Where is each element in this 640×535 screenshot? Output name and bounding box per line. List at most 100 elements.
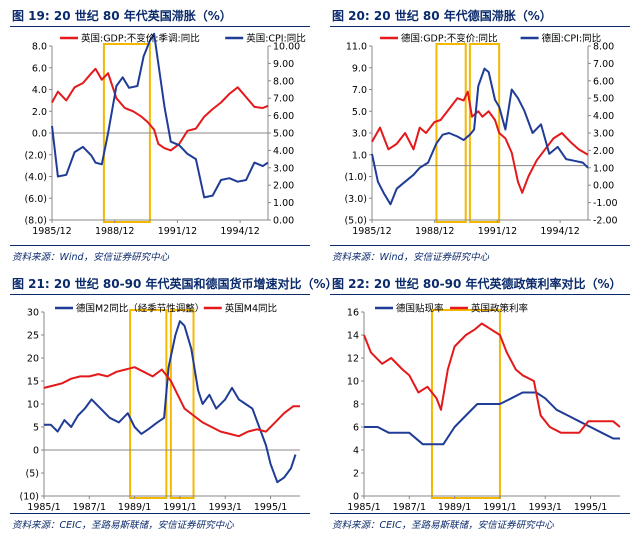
y-tick-label: 15 bbox=[27, 377, 39, 388]
x-tick-label: 1991/1 bbox=[163, 502, 196, 513]
x-tick-label: 1993/1 bbox=[209, 502, 242, 513]
series-line-red bbox=[51, 67, 269, 152]
y-tick-label: (6.0) bbox=[24, 194, 47, 205]
y-tick-label: 6.0 bbox=[32, 63, 47, 74]
y-tick-label: (2.0) bbox=[24, 150, 47, 161]
y-tick-label: 1.0 bbox=[352, 150, 367, 161]
chart-title: 图 19: 20 世纪 80 年代英国滞胀（%） bbox=[12, 9, 232, 23]
title-divider bbox=[330, 294, 630, 295]
y-tick-label-right: 6.00 bbox=[273, 111, 294, 122]
title-divider bbox=[10, 26, 310, 27]
legend-label: 德国:CPI:同比 bbox=[542, 33, 602, 45]
y-tick-label: 14 bbox=[347, 331, 359, 342]
chart-source: 资料来源：Wind，安信证券研究中心 bbox=[12, 252, 170, 263]
y-tick-label: 12 bbox=[347, 354, 359, 365]
y-tick-label-right: -2.00 bbox=[593, 216, 618, 227]
y-tick-label-right: 0.00 bbox=[273, 216, 294, 227]
x-tick-label: 1985/1 bbox=[27, 502, 60, 513]
highlight-box bbox=[169, 309, 195, 499]
y-tick-label: 4.0 bbox=[32, 85, 47, 96]
y-tick-label: (8.0) bbox=[24, 216, 47, 227]
x-tick-label: 1991/12 bbox=[158, 226, 197, 237]
y-tick-label: 10 bbox=[347, 377, 359, 388]
y-tick-label: 2.0 bbox=[32, 107, 47, 118]
x-tick-label: 1985/12 bbox=[32, 226, 71, 237]
source-divider bbox=[330, 245, 630, 246]
y-tick-label-right: 0.00 bbox=[593, 181, 614, 192]
x-tick-label: 1988/12 bbox=[415, 226, 454, 237]
highlight-box bbox=[435, 43, 467, 223]
y-tick-label: 3.0 bbox=[352, 129, 367, 140]
y-tick-label: (3.0) bbox=[344, 194, 367, 205]
series-line-blue bbox=[364, 391, 620, 446]
y-tick-label: 10 bbox=[27, 400, 39, 411]
x-tick-label: 1985/12 bbox=[352, 226, 391, 237]
y-tick-label: 25 bbox=[27, 331, 39, 342]
title-divider bbox=[330, 26, 630, 27]
y-tick-label: 20 bbox=[27, 354, 39, 365]
y-tick-label: 7.0 bbox=[352, 85, 367, 96]
legend-label: 英国M4同比 bbox=[225, 303, 277, 315]
chart-title: 图 21: 20 世纪 80-90 年代英国和德国货币增速对比（%） bbox=[12, 277, 338, 291]
chart-panel-21: 图 21: 20 世纪 80-90 年代英国和德国货币增速对比（%） (10) (… bbox=[0, 268, 338, 535]
title-divider bbox=[10, 294, 310, 295]
x-tick-label: 1991/12 bbox=[478, 226, 517, 237]
chart-plot: (8.0) (6.0) (4.0) (2.0) 0.0 2.0 4.0 6.0 8.0 0.00 1… bbox=[24, 32, 306, 238]
highlight-box bbox=[129, 309, 168, 499]
chart-plot: (10) (5) 0 5 10 15 20 25 30 1985/1 1987/1 1989/1 199… bbox=[19, 303, 300, 513]
chart-source: 资料来源：CEIC，圣路易斯联储，安信证券研究中心 bbox=[12, 520, 234, 531]
chart-source: 资料来源：Wind，安信证券研究中心 bbox=[332, 252, 490, 263]
x-tick-label: 1995/1 bbox=[254, 502, 287, 513]
series-line-blue bbox=[44, 320, 297, 484]
y-tick-label: (5) bbox=[26, 469, 39, 480]
x-tick-label: 1985/1 bbox=[347, 502, 380, 513]
series-line-blue bbox=[371, 67, 589, 206]
y-tick-label-right: 5.00 bbox=[593, 94, 614, 105]
chart-title: 图 22: 20 世纪 80-90 年代英德政策利率对比（%） bbox=[332, 277, 622, 291]
y-tick-label-right: 1.00 bbox=[273, 198, 294, 209]
legend-label: 英国:CPI:同比 bbox=[246, 33, 306, 45]
y-tick-label: (1.0) bbox=[344, 172, 367, 183]
y-tick-label: 0 bbox=[33, 446, 39, 457]
y-tick-label: (10) bbox=[19, 492, 39, 503]
x-tick-label: 1987/1 bbox=[73, 502, 106, 513]
series-line-blue bbox=[51, 32, 269, 199]
x-tick-label: 1993/1 bbox=[529, 502, 562, 513]
x-tick-label: 1995/1 bbox=[574, 502, 607, 513]
y-tick-label: (4.0) bbox=[24, 172, 47, 183]
x-tick-label: 1987/1 bbox=[393, 502, 426, 513]
source-divider bbox=[330, 513, 630, 514]
x-tick-label: 1989/1 bbox=[118, 502, 151, 513]
y-tick-label: 2 bbox=[353, 469, 359, 480]
chart-title: 图 20: 20 世纪 80 年代德国滞胀（%） bbox=[332, 9, 552, 23]
x-tick-label: 1994/12 bbox=[540, 226, 579, 237]
legend-label: 英国政策利率 bbox=[471, 303, 529, 315]
y-tick-label-right: 10.00 bbox=[273, 42, 300, 53]
y-tick-label-right: 6.00 bbox=[593, 76, 614, 87]
y-tick-label-right: 8.00 bbox=[593, 42, 614, 53]
series-line-red bbox=[363, 322, 621, 434]
y-tick-label: 6 bbox=[353, 423, 359, 434]
chart-plot: (5.0) (3.0) (1.0) 1.0 3.0 5.0 7.0 9.0 11.0 -2.00 -… bbox=[344, 33, 618, 238]
y-tick-label-right: -1.00 bbox=[593, 198, 618, 209]
chart-panel-20: 图 20: 20 世纪 80 年代德国滞胀（%） (5.0) (3.0) (1.0)… bbox=[320, 0, 640, 267]
chart-plot: 0 2 4 6 8 10 12 14 16 1985/1 1987/1 1989/1 1991/1 199… bbox=[347, 303, 621, 513]
y-tick-label-right: 8.00 bbox=[273, 76, 294, 87]
y-tick-label: 16 bbox=[347, 308, 359, 319]
legend-label: 德国:GDP:不变价:同比 bbox=[401, 33, 498, 45]
legend-label: 德国贴现率 bbox=[396, 303, 444, 315]
y-tick-label-right: 4.00 bbox=[273, 146, 294, 157]
y-tick-label: (5.0) bbox=[344, 216, 367, 227]
x-tick-label: 1989/1 bbox=[438, 502, 471, 513]
y-tick-label-right: 2.00 bbox=[593, 146, 614, 157]
y-tick-label-right: 4.00 bbox=[593, 111, 614, 122]
series-line-red bbox=[43, 366, 300, 438]
legend-label: 德国M2同比（经季节性调整） bbox=[76, 303, 204, 315]
y-tick-label: 5.0 bbox=[352, 107, 367, 118]
y-tick-label: 0.0 bbox=[32, 129, 47, 140]
x-tick-label: 1988/12 bbox=[95, 226, 134, 237]
chart-panel-22: 图 22: 20 世纪 80-90 年代英德政策利率对比（%） 0 2 4 6 8 10 1… bbox=[320, 268, 640, 535]
y-tick-label-right: 9.00 bbox=[273, 59, 294, 70]
x-tick-label: 1991/1 bbox=[483, 502, 516, 513]
y-tick-label: 8 bbox=[353, 400, 359, 411]
